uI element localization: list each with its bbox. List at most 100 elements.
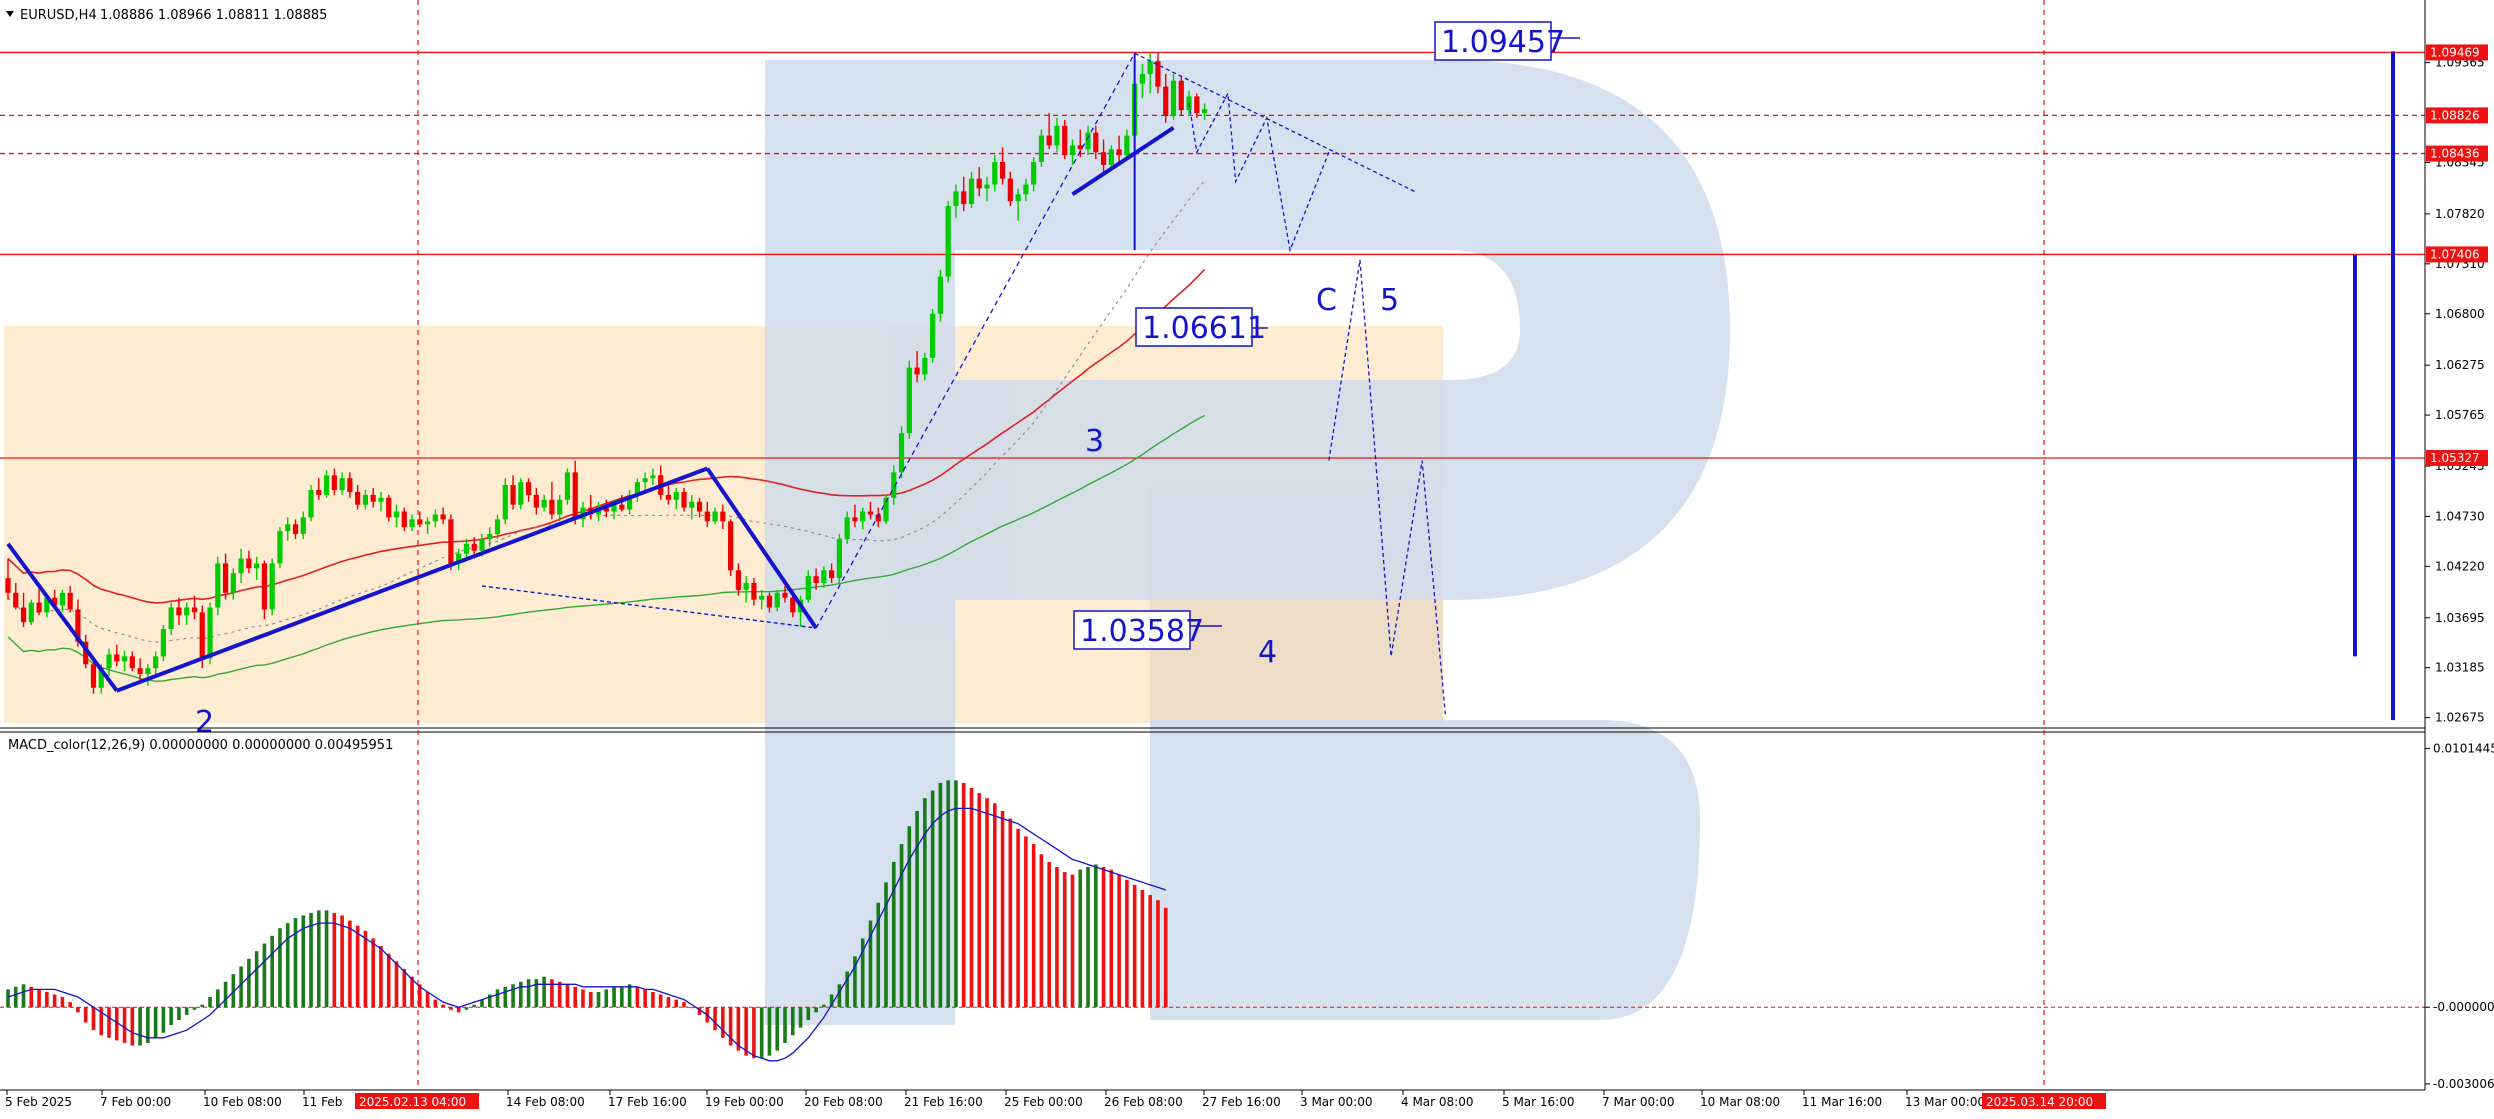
macd-bar	[215, 989, 220, 1008]
level-tag-label: 1.08826	[2430, 108, 2480, 122]
candle-body	[774, 592, 780, 608]
symbol-timeframe: EURUSD,H4	[20, 8, 97, 23]
y-tick-label: 1.03185	[2435, 661, 2485, 675]
candle-body	[891, 472, 897, 498]
macd-bar	[798, 1007, 803, 1028]
macd-bar	[348, 920, 352, 1008]
level-tags: 1.09469 1.08826 1.08436 1.07406 1.05327	[2426, 44, 2488, 466]
macd-bar	[495, 989, 500, 1008]
candle-body	[782, 592, 788, 598]
x-tick-label: 27 Feb 16:00	[1202, 1095, 1281, 1109]
x-tick-label: 19 Feb 00:00	[705, 1095, 784, 1109]
macd-bar	[1163, 907, 1168, 1008]
macd-bar	[759, 1007, 764, 1059]
candle-body	[106, 654, 112, 669]
candle-body	[199, 612, 205, 659]
macd-signal-line	[7, 807, 1166, 1062]
macd-bar	[107, 1007, 111, 1038]
candle-body	[914, 367, 920, 375]
x-tick-label: 5 Mar 16:00	[1502, 1095, 1575, 1109]
macd-bar	[6, 989, 10, 1008]
macd-bar	[853, 956, 857, 1008]
macd-bar	[130, 1007, 135, 1046]
candle-body	[393, 511, 400, 518]
candle-body	[953, 191, 959, 207]
macd-bar	[658, 994, 663, 1008]
y-tick-label: 1.04220	[2435, 559, 2485, 573]
candle-body	[1163, 86, 1169, 116]
candle-body	[805, 576, 811, 600]
macd-bar	[1047, 861, 1051, 1008]
candle-body	[1023, 184, 1029, 195]
candle-body	[456, 553, 462, 564]
macd-bar	[534, 979, 539, 1008]
candle-body	[238, 558, 244, 574]
macd-bar	[52, 994, 57, 1008]
macd-bar	[557, 981, 562, 1008]
dropdown-triangle-icon[interactable]	[6, 11, 14, 17]
macd-bar	[1094, 864, 1098, 1008]
candle-body	[650, 475, 656, 479]
macd-tick-label: -0.003006	[2433, 1077, 2494, 1091]
level-tag	[2426, 44, 2488, 61]
x-tick-label: 3 Mar 00:00	[1300, 1095, 1373, 1109]
macd-bar	[223, 981, 228, 1008]
candle-body	[308, 489, 314, 518]
vertical-guides	[417, 0, 2045, 1090]
candle-body	[557, 499, 563, 515]
macd-bar	[184, 1007, 189, 1015]
macd-bar	[1055, 867, 1059, 1008]
candle-body	[1015, 194, 1021, 202]
candle-body	[129, 656, 135, 669]
svg-text:1.09457: 1.09457	[1441, 25, 1565, 60]
candle-body	[976, 178, 982, 189]
macd-bar	[923, 798, 927, 1008]
candle-body	[681, 491, 687, 508]
macd-bar	[876, 902, 881, 1008]
macd-bar	[285, 923, 290, 1008]
macd-bar	[666, 997, 671, 1008]
macd-bar	[317, 910, 321, 1008]
x-tick-label: 14 Feb 08:00	[506, 1095, 585, 1109]
candle-body	[1194, 96, 1200, 114]
x-tick-label: 4 Mar 08:00	[1401, 1095, 1474, 1109]
candle-body	[417, 519, 423, 525]
horizontal-levels	[0, 51, 2425, 459]
macd-bar	[1008, 818, 1013, 1008]
candle-body	[207, 607, 213, 659]
macd-bar	[402, 969, 407, 1008]
candle-body	[1116, 149, 1122, 156]
candle-body	[1108, 149, 1114, 165]
macd-bar	[689, 1007, 694, 1009]
candle-body	[1062, 125, 1068, 156]
candle-body	[424, 521, 431, 525]
y-tick-label: 1.06275	[2435, 358, 2485, 372]
macd-bar	[433, 999, 438, 1008]
macd-bar	[674, 999, 679, 1008]
macd-bar	[208, 997, 212, 1008]
macd-bar	[503, 986, 508, 1008]
moving-average-green	[7, 414, 1205, 682]
macd-bar	[169, 1007, 173, 1026]
wave-label-c: C	[1316, 283, 1337, 318]
candle-body	[829, 570, 835, 579]
x-highlight-label: 2025.02.13 04:00	[359, 1095, 466, 1109]
macd-bar	[938, 782, 943, 1008]
candle-body	[184, 607, 190, 616]
candle-body	[999, 162, 1006, 179]
macd-bar	[309, 912, 313, 1008]
level-tag	[2426, 107, 2488, 124]
candle-body	[961, 191, 967, 205]
candle-body	[813, 576, 819, 583]
macd-bar	[464, 1007, 469, 1010]
candle-body	[494, 519, 501, 535]
y-tick-label: 1.02675	[2435, 711, 2485, 725]
macd-bar	[254, 951, 259, 1008]
svg-text:1.06611: 1.06611	[1142, 311, 1266, 346]
macd-bar	[899, 844, 904, 1008]
macd-bar	[790, 1007, 795, 1036]
candle-body	[153, 656, 159, 669]
candle-body	[28, 602, 34, 623]
macd-bar	[386, 953, 391, 1008]
